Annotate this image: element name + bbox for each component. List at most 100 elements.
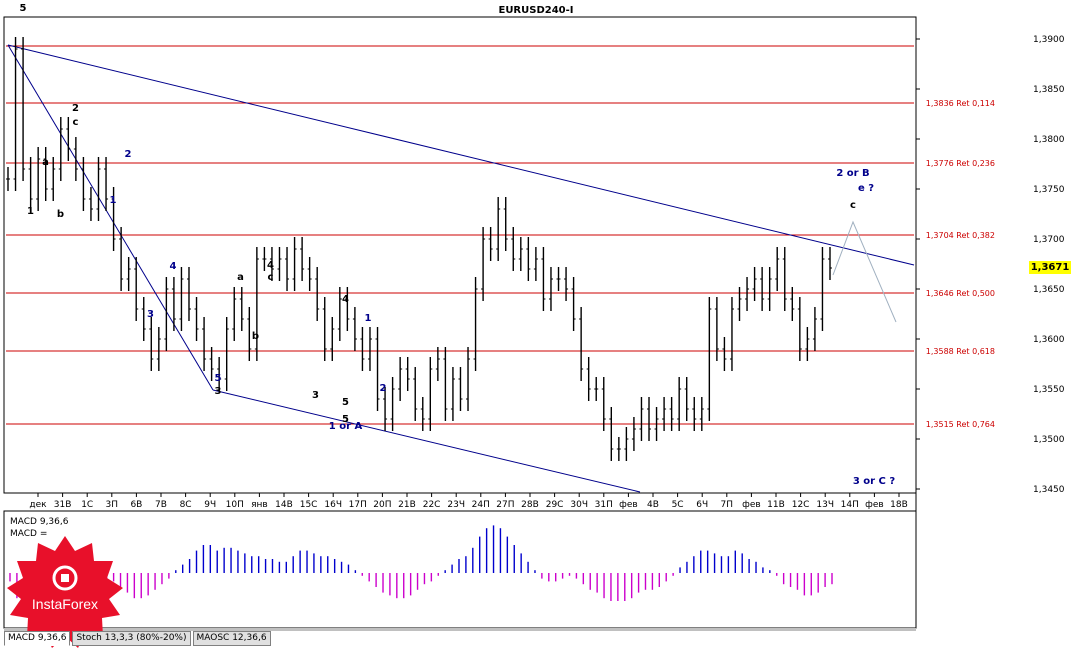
x-tick-6: 8С: [180, 500, 192, 510]
bottom-scroll[interactable]: [4, 628, 916, 631]
instaforex-logo: InstaForex: [6, 536, 124, 654]
tab-stoch[interactable]: Stoch 13,3,3 (80%-20%): [72, 631, 191, 646]
wave-label-21: 4: [342, 294, 349, 305]
tab-macd[interactable]: MACD 9,36,6: [4, 631, 71, 646]
x-tick-20: 28В: [521, 500, 539, 510]
x-tick-26: 5С: [672, 500, 684, 510]
wave-label-2: 2: [72, 103, 79, 114]
x-tick-23: 31П: [595, 500, 613, 510]
wave-label-7: 1: [110, 195, 117, 206]
channel-left: [7, 44, 214, 391]
logo-text: InstaForex: [31, 596, 99, 612]
x-tick-18: 24П: [472, 500, 490, 510]
x-tick-11: 15С: [300, 500, 318, 510]
x-tick-21: 29С: [546, 500, 564, 510]
x-tick-33: 14П: [841, 500, 859, 510]
wave-label-5: 1: [27, 206, 34, 217]
x-tick-1: 31В: [54, 500, 72, 510]
x-tick-24: фев: [619, 500, 638, 510]
wave-label-e: e ?: [858, 183, 874, 194]
wave-label-17: 3: [312, 390, 319, 401]
x-tick-15: 21В: [398, 500, 416, 510]
current-price-box: 1,3671: [1029, 261, 1071, 274]
wave-label-11: a: [237, 272, 244, 283]
wave-label-13: c: [268, 272, 274, 283]
x-tick-14: 20П: [373, 500, 391, 510]
price-bars: [6, 37, 832, 461]
wave-label-14: b: [252, 331, 259, 342]
y-tick-8: 1,3500: [1033, 435, 1065, 445]
wave-label-16: 3: [215, 386, 222, 397]
projection-lines: [832, 220, 897, 323]
x-tick-31: 12С: [792, 500, 810, 510]
indicator-tabs: MACD 9,36,6 Stoch 13,3,3 (80%-20%) MAOSC…: [4, 631, 271, 646]
x-tick-27: 6Ч: [696, 500, 708, 510]
wave-label-2-or-b: 2 or B: [836, 168, 869, 179]
y-tick-9: 1,3450: [1033, 485, 1065, 495]
wave-label-20: 1 or A: [329, 421, 363, 432]
wave-label-1: 5: [20, 3, 27, 14]
time-axis: дек 31В 1С 3П 6В 7В 8С 9Ч 10П янв 14В 15С 16Ч 17П 20П 2…: [29, 493, 908, 510]
y-tick-1: 1,3850: [1033, 85, 1065, 95]
x-tick-8: 10П: [226, 500, 244, 510]
retracement-levels: 1,3836 Ret 0,114 1,3776 Ret 0,236 1,3704 R…: [6, 45, 995, 429]
wave-label-9: 4: [170, 261, 177, 272]
wave-label-19: 5: [342, 414, 349, 425]
x-tick-34: фев: [865, 500, 884, 510]
x-tick-2: 1С: [81, 500, 93, 510]
x-tick-32: 13Ч: [816, 500, 834, 510]
x-tick-16: 22С: [423, 500, 441, 510]
x-tick-12: 16Ч: [324, 500, 342, 510]
price-axis: 1,3900 1,3850 1,3800 1,3750 1,3700 1,3650 1,36…: [916, 35, 1065, 495]
y-tick-5: 1,3650: [1033, 285, 1065, 295]
wave-label-3: c: [73, 117, 79, 128]
channel-lines: [7, 44, 915, 493]
level-label-4: 1,3646 Ret 0,500: [926, 289, 995, 298]
x-tick-3: 3П: [106, 500, 119, 510]
x-tick-0: дек: [29, 500, 47, 510]
y-tick-0: 1,3900: [1033, 35, 1065, 45]
wave-label-3-or-c: 3 or C ?: [853, 476, 896, 487]
y-tick-6: 1,3600: [1033, 335, 1065, 345]
x-tick-7: 9Ч: [204, 500, 216, 510]
x-tick-13: 17П: [349, 500, 367, 510]
wave-label-15: 5: [215, 373, 222, 384]
wave-label-8: 2: [125, 149, 132, 160]
level-label-3: 1,3704 Ret 0,382: [926, 231, 995, 240]
wave-label-22: 1: [365, 313, 372, 324]
channel-lower: [212, 389, 641, 493]
level-label-2: 1,3776 Ret 0,236: [926, 159, 995, 168]
indicator-value-label: MACD = 0,00: [10, 529, 71, 539]
wave-label-4: a: [42, 157, 49, 168]
wave-label-23: 2: [380, 383, 387, 394]
y-tick-4: 1,3700: [1033, 235, 1065, 245]
channel-upper: [7, 44, 915, 266]
y-tick-2: 1,3800: [1033, 135, 1065, 145]
x-tick-28: 7П: [721, 500, 734, 510]
indicator-label: MACD 9,36,6: [10, 517, 69, 527]
y-tick-3: 1,3750: [1033, 185, 1065, 195]
x-tick-25: 4В: [647, 500, 659, 510]
x-tick-22: 30Ч: [570, 500, 588, 510]
wave-label-10: 3: [147, 309, 154, 320]
x-tick-35: 18В: [890, 500, 908, 510]
level-label-6: 1,3515 Ret 0,764: [926, 420, 995, 429]
level-label-1: 1,3836 Ret 0,114: [926, 99, 995, 108]
x-tick-19: 27П: [496, 500, 514, 510]
x-tick-9: янв: [251, 500, 268, 510]
wave-label-18: 5: [342, 397, 349, 408]
x-tick-5: 7В: [155, 500, 167, 510]
projection-path: [832, 220, 897, 323]
wave-label-c-top: c: [850, 200, 856, 211]
wave-label-12: 4: [267, 260, 274, 271]
x-tick-29: фев: [742, 500, 761, 510]
y-tick-7: 1,3550: [1033, 385, 1065, 395]
chart-title: EURUSD240-I: [498, 5, 573, 16]
x-tick-17: 23Ч: [447, 500, 465, 510]
x-tick-10: 14В: [275, 500, 293, 510]
tab-maosc[interactable]: MAOSC 12,36,6: [192, 631, 271, 646]
wave-label-6: b: [57, 209, 64, 220]
x-tick-4: 6В: [130, 500, 142, 510]
